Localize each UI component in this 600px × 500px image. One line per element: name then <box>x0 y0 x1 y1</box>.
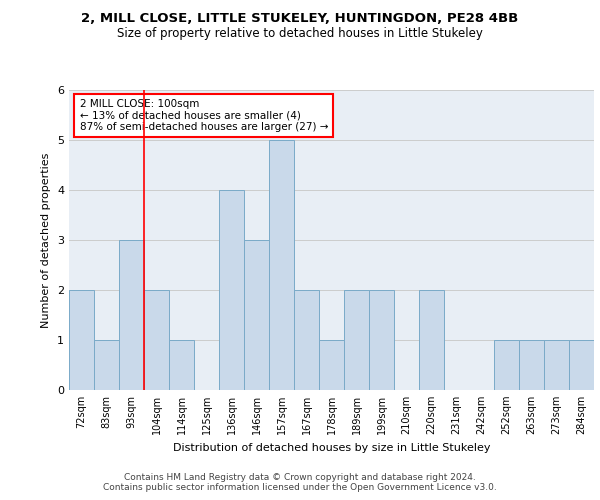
Bar <box>494 340 519 390</box>
Bar <box>519 340 544 390</box>
Bar <box>544 340 569 390</box>
Bar <box>144 290 169 390</box>
Bar <box>419 290 444 390</box>
X-axis label: Distribution of detached houses by size in Little Stukeley: Distribution of detached houses by size … <box>173 442 490 452</box>
Bar <box>369 290 394 390</box>
Bar <box>244 240 269 390</box>
Bar <box>269 140 294 390</box>
Bar <box>69 290 94 390</box>
Bar <box>344 290 369 390</box>
Text: 2, MILL CLOSE, LITTLE STUKELEY, HUNTINGDON, PE28 4BB: 2, MILL CLOSE, LITTLE STUKELEY, HUNTINGD… <box>82 12 518 26</box>
Bar <box>294 290 319 390</box>
Text: 2 MILL CLOSE: 100sqm
← 13% of detached houses are smaller (4)
87% of semi-detach: 2 MILL CLOSE: 100sqm ← 13% of detached h… <box>79 99 328 132</box>
Bar <box>119 240 144 390</box>
Bar <box>319 340 344 390</box>
Bar <box>169 340 194 390</box>
Text: Size of property relative to detached houses in Little Stukeley: Size of property relative to detached ho… <box>117 28 483 40</box>
Bar <box>569 340 594 390</box>
Y-axis label: Number of detached properties: Number of detached properties <box>41 152 52 328</box>
Bar <box>94 340 119 390</box>
Bar <box>219 190 244 390</box>
Text: Contains HM Land Registry data © Crown copyright and database right 2024.
Contai: Contains HM Land Registry data © Crown c… <box>103 473 497 492</box>
